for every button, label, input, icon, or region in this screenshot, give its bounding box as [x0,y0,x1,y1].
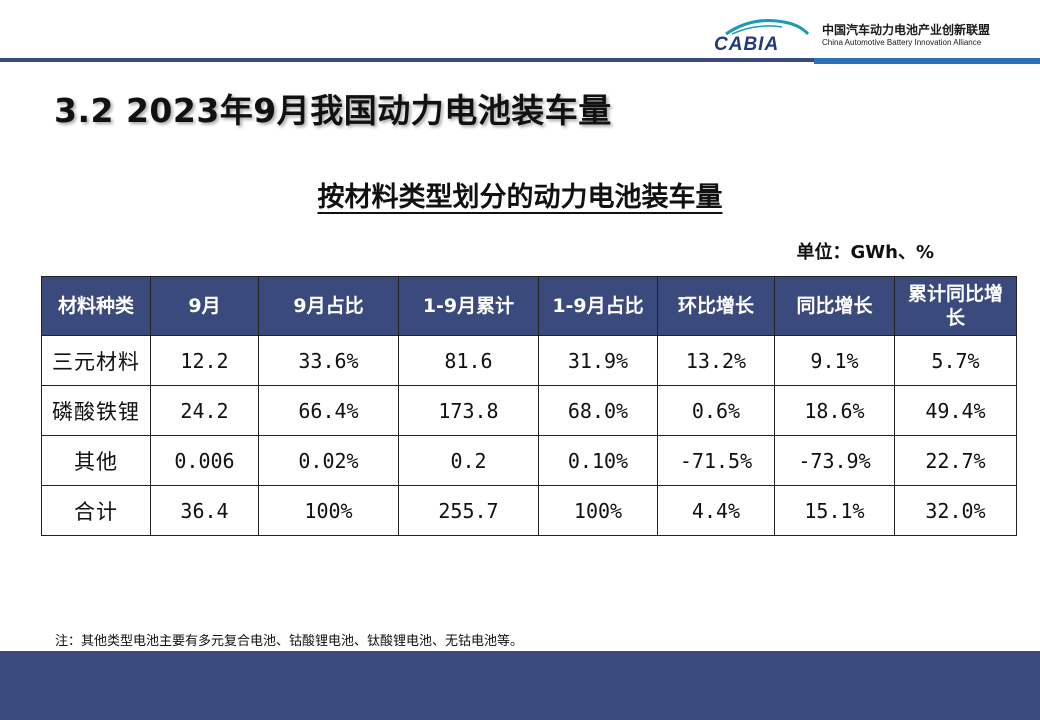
table-cell: 0.2 [398,435,539,486]
table-cell: 13.2% [657,335,775,386]
table-cell: 68.0% [538,385,658,436]
table-header-row: 材料种类 9月 9月占比 1-9月累计 1-9月占比 环比增长 同比增长 累计同… [41,276,1017,336]
table-cell: 100% [538,485,658,536]
unit-label: 单位：GWh、% [796,242,934,263]
table-cell: 32.0% [894,485,1017,536]
table-cell: 其他 [41,435,151,486]
table-cell: 100% [258,485,399,536]
org-name-en: China Automotive Battery Innovation Alli… [822,38,982,47]
table-cell: 18.6% [774,385,895,436]
column-header: 累计同比增长 [894,276,1017,336]
table-row: 三元材料 12.2 33.6% 81.6 31.9% 13.2% 9.1% 5.… [41,335,1017,386]
table-cell: 5.7% [894,335,1017,386]
org-name-cn: 中国汽车动力电池产业创新联盟 [822,23,991,37]
table-cell: 磷酸铁锂 [41,385,151,436]
table-cell: 49.4% [894,385,1017,436]
column-header: 1-9月累计 [398,276,539,336]
footer-band [0,651,1040,720]
column-header: 1-9月占比 [538,276,658,336]
table-cell: 15.1% [774,485,895,536]
table-cell: 36.4 [150,485,259,536]
column-header-label: 累计同比增长 [907,283,1003,329]
table-cell: 33.6% [258,335,399,386]
logo-wordmark: CABIA [714,34,779,54]
column-header: 9月占比 [258,276,399,336]
header-divider [0,58,1040,62]
table-cell: 255.7 [398,485,539,536]
table-cell: -73.9% [774,435,895,486]
car-swoosh-icon: CABIA [714,19,810,54]
table-row: 其他 0.006 0.02% 0.2 0.10% -71.5% -73.9% 2… [41,435,1017,486]
table-cell: 12.2 [150,335,259,386]
column-header: 9月 [150,276,259,336]
table-row: 合计 36.4 100% 255.7 100% 4.4% 15.1% 32.0% [41,485,1017,536]
table-cell: 66.4% [258,385,399,436]
table-cell: 31.9% [538,335,658,386]
table-cell: 0.006 [150,435,259,486]
table-cell: 4.4% [657,485,775,536]
table-cell: -71.5% [657,435,775,486]
table-cell: 合计 [41,485,151,536]
table-cell: 173.8 [398,385,539,436]
footnote: 注：其他类型电池主要有多元复合电池、钴酸锂电池、钛酸锂电池、无钴电池等。 [55,634,524,649]
cabia-logo: CABIA 中国汽车动力电池产业创新联盟 China Automotive Ba… [712,14,1032,54]
table-cell: 0.02% [258,435,399,486]
table-cell: 24.2 [150,385,259,436]
column-header: 材料种类 [41,276,151,336]
table-cell: 9.1% [774,335,895,386]
table-cell: 三元材料 [41,335,151,386]
table-cell: 0.6% [657,385,775,436]
table-cell: 0.10% [538,435,658,486]
top-bar: CABIA 中国汽车动力电池产业创新联盟 China Automotive Ba… [0,0,1040,62]
table-cell: 22.7% [894,435,1017,486]
data-table: 材料种类 9月 9月占比 1-9月累计 1-9月占比 环比增长 同比增长 累计同… [41,276,1017,536]
column-header: 同比增长 [774,276,895,336]
table-row: 磷酸铁锂 24.2 66.4% 173.8 68.0% 0.6% 18.6% 4… [41,385,1017,436]
table-cell: 81.6 [398,335,539,386]
column-header: 环比增长 [657,276,775,336]
table-title: 按材料类型划分的动力电池装车量 [317,182,723,213]
page-title: 3.2 2023年9月我国动力电池装车量 [54,91,612,130]
header-divider-accent [814,58,1040,64]
